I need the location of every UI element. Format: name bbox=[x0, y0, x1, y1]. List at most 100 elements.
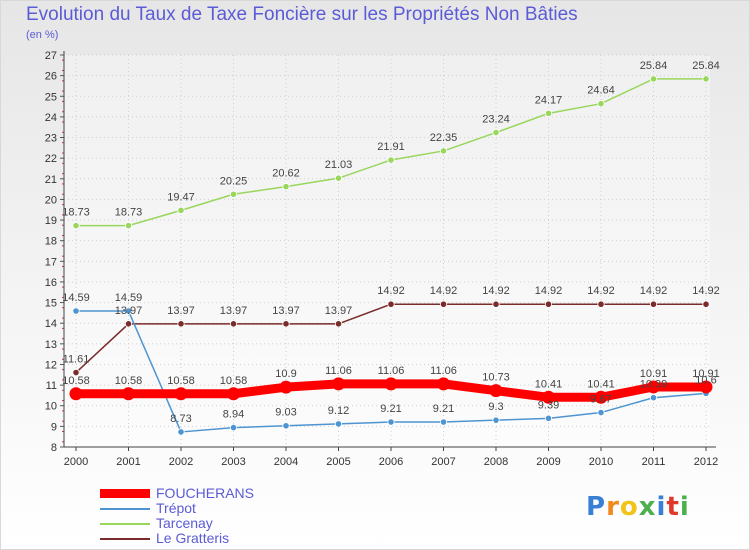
data-point bbox=[72, 368, 80, 377]
x-tick-label: 2011 bbox=[642, 456, 666, 468]
data-point-foucherans bbox=[227, 387, 240, 401]
logo-letter: P bbox=[586, 492, 607, 522]
data-point-foucherans bbox=[122, 387, 135, 401]
data-point bbox=[229, 424, 238, 432]
data-point-foucherans bbox=[279, 380, 293, 394]
data-point-foucherans bbox=[332, 377, 345, 391]
legend-item-le-gratteris: Le Gratteris bbox=[100, 531, 254, 546]
data-label: 10.91 bbox=[640, 368, 668, 380]
y-tick-label: 12 bbox=[45, 359, 57, 371]
legend-label-tarcenay: Tarcenay bbox=[156, 515, 213, 531]
data-point bbox=[334, 174, 343, 182]
data-point bbox=[702, 75, 710, 83]
data-label: 23.24 bbox=[482, 114, 510, 126]
data-label: 19.47 bbox=[167, 191, 195, 203]
y-tick-label: 26 bbox=[45, 71, 57, 83]
data-label: 11.06 bbox=[430, 365, 457, 377]
legend-swatch-le-gratteris bbox=[100, 537, 150, 540]
logo-letter: r bbox=[606, 492, 620, 522]
data-point bbox=[597, 408, 605, 417]
data-point bbox=[229, 320, 238, 328]
x-tick-label: 2008 bbox=[484, 456, 508, 468]
legend-label-foucherans: FOUCHERANS bbox=[156, 485, 255, 501]
data-label: 8.73 bbox=[170, 413, 191, 425]
y-tick-label: 17 bbox=[45, 256, 57, 268]
data-point bbox=[544, 414, 553, 422]
data-label: 24.17 bbox=[535, 94, 563, 106]
data-point-foucherans bbox=[699, 380, 713, 394]
data-label: 10.39 bbox=[640, 379, 668, 391]
data-label: 9.39 bbox=[538, 399, 559, 411]
legend-swatch-trepot bbox=[100, 507, 150, 510]
data-point-foucherans bbox=[647, 380, 660, 394]
y-tick-label: 15 bbox=[45, 298, 57, 310]
data-point bbox=[282, 183, 290, 191]
data-label: 9.3 bbox=[488, 401, 503, 413]
legend-label-trepot: Trépot bbox=[156, 500, 196, 516]
data-label: 10.58 bbox=[62, 375, 90, 387]
data-label: 21.91 bbox=[377, 141, 405, 153]
data-point-foucherans bbox=[542, 390, 555, 404]
data-label: 22.35 bbox=[430, 132, 458, 144]
data-point bbox=[124, 307, 133, 315]
data-point bbox=[702, 300, 710, 308]
data-point bbox=[282, 320, 290, 328]
data-point bbox=[334, 320, 343, 328]
data-point bbox=[439, 418, 448, 426]
data-label: 10.91 bbox=[692, 368, 720, 380]
logo-letter: o bbox=[619, 492, 639, 522]
data-label: 13.97 bbox=[272, 305, 300, 317]
data-point bbox=[177, 428, 185, 436]
logo-letter: t bbox=[666, 492, 680, 522]
y-tick-label: 22 bbox=[45, 153, 57, 165]
data-point bbox=[544, 109, 553, 117]
data-point bbox=[439, 300, 448, 308]
data-point bbox=[229, 190, 238, 198]
logo-letter: x bbox=[638, 492, 657, 522]
data-label: 24.64 bbox=[587, 85, 615, 97]
data-label: 11.61 bbox=[63, 354, 90, 366]
data-label: 10.9 bbox=[275, 368, 296, 380]
data-label: 10.58 bbox=[167, 375, 195, 387]
data-point bbox=[387, 156, 395, 164]
chart-title: Evolution du Taux de Taxe Foncière sur l… bbox=[26, 4, 578, 25]
data-label: 10.41 bbox=[535, 378, 563, 390]
legend: FOUCHERANS Trépot Tarcenay Le Gratteris bbox=[100, 486, 254, 546]
data-point-foucherans bbox=[437, 377, 450, 391]
y-tick-label: 11 bbox=[46, 380, 57, 392]
data-label: 25.84 bbox=[640, 60, 668, 72]
data-label: 18.73 bbox=[62, 207, 90, 219]
data-point bbox=[492, 300, 500, 308]
x-tick-label: 2005 bbox=[326, 456, 350, 468]
data-point bbox=[282, 422, 290, 430]
data-point bbox=[492, 128, 500, 137]
legend-label-le-gratteris: Le Gratteris bbox=[156, 530, 230, 546]
data-label: 10.41 bbox=[587, 378, 615, 390]
data-label: 9.67 bbox=[590, 394, 611, 406]
y-tick-label: 8 bbox=[51, 442, 57, 454]
logo-letter: i bbox=[656, 492, 667, 522]
y-tick-label: 24 bbox=[45, 112, 57, 124]
y-axis-unit-label: (en %) bbox=[26, 29, 59, 41]
data-label: 9.21 bbox=[380, 403, 401, 415]
data-point bbox=[649, 394, 658, 402]
data-label: 14.92 bbox=[692, 285, 720, 297]
data-label: 14.92 bbox=[482, 285, 510, 297]
y-tick-label: 9 bbox=[51, 421, 57, 433]
data-label: 9.12 bbox=[328, 405, 349, 417]
data-label: 10.58 bbox=[115, 375, 143, 387]
data-label: 11.06 bbox=[378, 365, 405, 377]
data-point bbox=[597, 300, 605, 308]
y-tick-label: 18 bbox=[45, 236, 57, 248]
data-label: 13.97 bbox=[220, 305, 248, 317]
data-point-foucherans bbox=[594, 390, 608, 404]
data-label: 11.06 bbox=[325, 365, 352, 377]
x-tick-label: 2003 bbox=[221, 456, 245, 468]
data-label: 14.92 bbox=[535, 285, 563, 297]
data-label: 14.92 bbox=[430, 285, 458, 297]
data-label: 8.94 bbox=[223, 409, 244, 421]
x-tick-label: 2007 bbox=[431, 456, 455, 468]
data-point bbox=[72, 307, 80, 315]
data-label: 9.03 bbox=[275, 407, 296, 419]
x-tick-label: 2009 bbox=[536, 456, 560, 468]
